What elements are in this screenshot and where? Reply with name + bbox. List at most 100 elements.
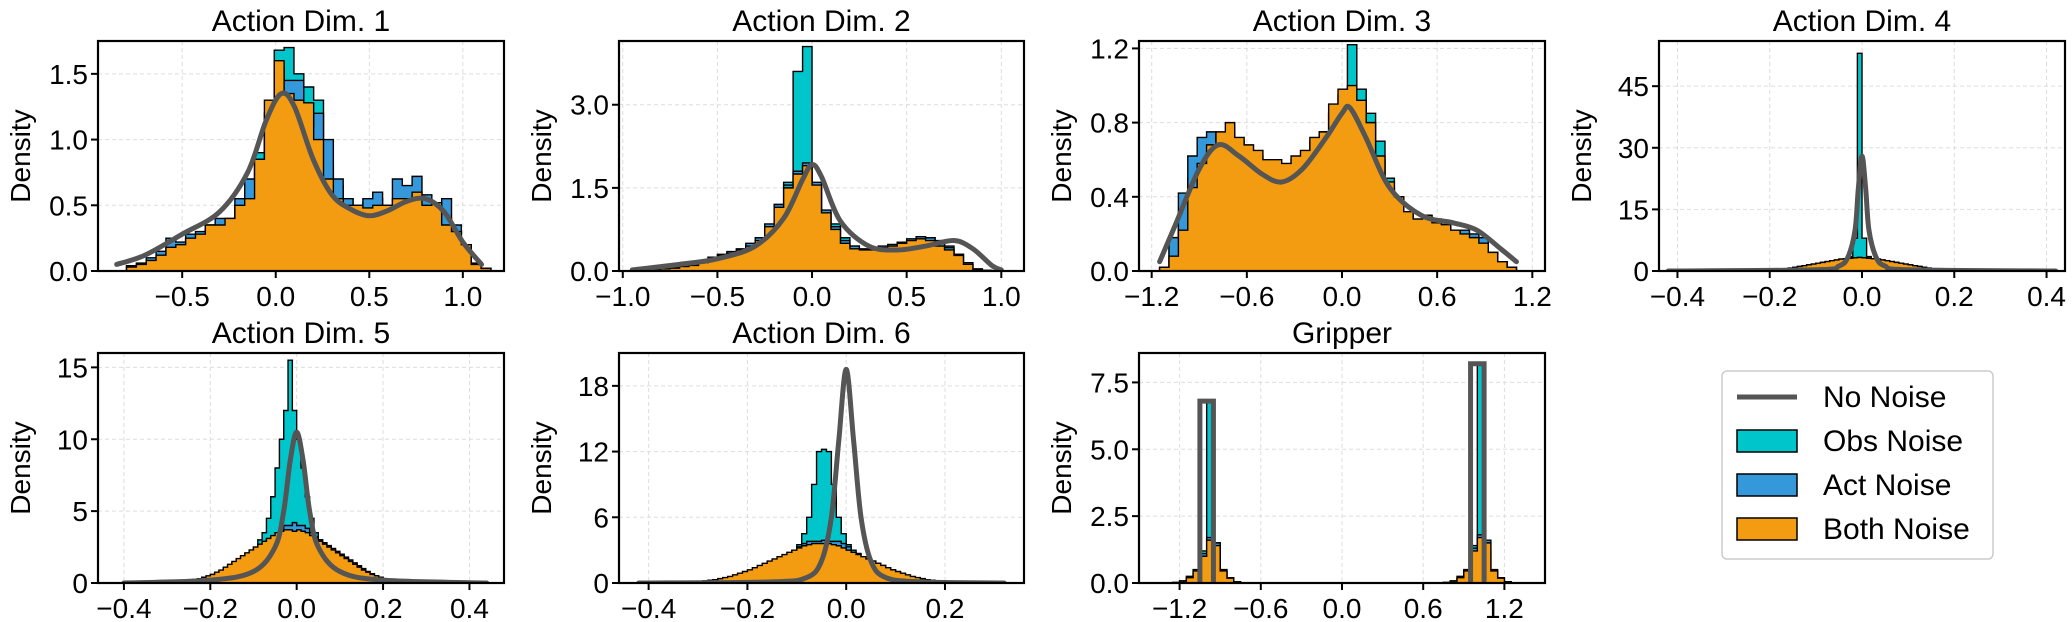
y-tick-label: 1.2 <box>1090 33 1129 64</box>
plot-area <box>1665 52 2059 271</box>
x-tick-label: 0.0 <box>1323 281 1362 312</box>
y-axis-label: Density <box>526 109 557 202</box>
x-tick-label: 0.6 <box>1418 281 1457 312</box>
legend-label: Act Noise <box>1823 469 1951 502</box>
y-axis-label: Density <box>526 421 557 514</box>
y-tick-label: 0.0 <box>1090 256 1129 287</box>
y-tick-label: 0.0 <box>49 256 88 287</box>
y-tick-label: 5 <box>72 496 88 527</box>
no-noise-line <box>1468 361 1487 583</box>
legend-item-both-noise: Both Noise <box>1736 513 1970 546</box>
x-tick-label: 0.0 <box>793 281 832 312</box>
x-tick-label: −0.4 <box>96 593 151 622</box>
x-tick-label: −0.4 <box>621 593 676 622</box>
x-tick-label: 0.0 <box>256 281 295 312</box>
legend-item-no-noise: No Noise <box>1737 381 1946 414</box>
y-tick-label: 18 <box>578 371 609 402</box>
plot-area <box>114 46 492 271</box>
x-tick-label: 0.4 <box>2027 281 2066 312</box>
legend-frame <box>1721 370 1994 560</box>
axes-frame <box>96 351 506 585</box>
y-tick-label: 0.5 <box>49 190 88 221</box>
y-tick-label: 3.0 <box>570 90 609 121</box>
subplot-title: Action Dim. 3 <box>1253 5 1431 38</box>
y-tick-label: 15 <box>57 352 88 383</box>
x-tick-label: 1.0 <box>982 281 1021 312</box>
subplot-5: −0.4 −0.2 0.0 0.2 0.4 0 5 10 15 Action Dim. 5 Dens… <box>5 317 506 622</box>
x-tick-label: −0.6 <box>1219 281 1274 312</box>
x-tick-label: 1.2 <box>1513 281 1552 312</box>
subplot-title: Action Dim. 1 <box>212 5 390 38</box>
no-noise-line <box>121 429 490 583</box>
x-tick-label: 0.0 <box>1843 281 1882 312</box>
legend: No Noise Obs Noise Act Noise Both Noise <box>1721 370 1994 560</box>
y-tick-label: 0 <box>1633 256 1649 287</box>
x-tick-label: 0.0 <box>277 593 316 622</box>
y-tick-label: 0.0 <box>570 256 609 287</box>
legend-patch-swatch <box>1736 429 1798 453</box>
x-tick-label: −0.4 <box>1650 281 1705 312</box>
y-axis-label: Density <box>5 421 36 514</box>
subplot-title: Action Dim. 2 <box>732 5 910 38</box>
plot-area <box>121 359 490 583</box>
legend-item-act-noise: Act Noise <box>1736 469 1951 502</box>
no-noise-line <box>1665 153 2059 271</box>
no-noise-line <box>1157 103 1519 265</box>
x-tick-label: −0.2 <box>183 593 238 622</box>
x-tick-label: −1.0 <box>595 281 650 312</box>
x-tick-label: −0.6 <box>1233 593 1288 622</box>
y-tick-label: 0.4 <box>1090 182 1129 213</box>
y-tick-label: 0.8 <box>1090 108 1129 139</box>
subplot-6: −0.4 −0.2 0.0 0.2 0 6 12 18 Action Dim. 6 Density <box>526 317 1026 622</box>
x-tick-label: 1.2 <box>1485 593 1524 622</box>
subplot-7: −1.2 −0.6 0.0 0.6 1.2 0.0 2.5 5.0 7.5 Gripper Dens… <box>1046 317 1547 622</box>
y-tick-label: 0 <box>72 568 88 599</box>
no-noise-line <box>1197 398 1216 583</box>
legend-label: Both Noise <box>1823 513 1970 546</box>
x-tick-label: −0.5 <box>690 281 745 312</box>
plot-area <box>1152 361 1532 583</box>
x-tick-label: 0.0 <box>1323 593 1362 622</box>
hist-both-noise <box>123 529 487 583</box>
y-tick-label: 1.5 <box>49 59 88 90</box>
legend-patch-swatch <box>1736 517 1798 541</box>
y-tick-label: 6 <box>593 502 609 533</box>
y-tick-label: 0.0 <box>1090 568 1129 599</box>
axes-frame <box>96 39 506 273</box>
y-tick-label: 30 <box>1618 133 1649 164</box>
x-tick-label: 0.5 <box>350 281 389 312</box>
y-tick-label: 15 <box>1618 194 1649 225</box>
subplot-title: Gripper <box>1292 317 1392 350</box>
subplot-4: −0.4 −0.2 0.0 0.2 0.4 0 15 30 45 Action Dim. 4 Den… <box>1566 5 2067 312</box>
legend-label: Obs Noise <box>1823 425 1963 458</box>
subplot-3: −1.2 −0.6 0.0 0.6 1.2 0.0 0.4 0.8 1.2 Action Dim.… <box>1046 5 1552 312</box>
subplot-title: Action Dim. 6 <box>732 317 910 350</box>
axes-frame <box>617 351 1026 585</box>
x-tick-label: 1.0 <box>443 281 482 312</box>
y-tick-label: 45 <box>1618 71 1649 102</box>
y-tick-label: 7.5 <box>1090 367 1129 398</box>
x-tick-label: 0.6 <box>1404 593 1443 622</box>
legend-label: No Noise <box>1823 381 1946 414</box>
hist-both-noise <box>116 60 492 271</box>
legend-item-obs-noise: Obs Noise <box>1736 425 1963 458</box>
x-tick-label: −1.2 <box>1124 281 1179 312</box>
hist-both-noise <box>1158 84 1518 271</box>
no-noise-line <box>636 366 1007 583</box>
x-tick-label: 0.5 <box>887 281 926 312</box>
subplot-title: Action Dim. 5 <box>212 317 390 350</box>
no-noise-line <box>629 162 1004 271</box>
y-tick-label: 2.5 <box>1090 501 1129 532</box>
x-tick-label: −0.2 <box>1742 281 1797 312</box>
y-tick-label: 5.0 <box>1090 434 1129 465</box>
no-noise-line <box>114 90 485 267</box>
y-tick-label: 1.0 <box>49 125 88 156</box>
subplot-1: −0.5 0.0 0.5 1.0 0.0 0.5 1.0 1.5 Action Dim. 1 De… <box>5 5 506 312</box>
y-tick-label: 12 <box>578 437 609 468</box>
legend-patch-swatch <box>1736 473 1798 497</box>
x-tick-label: −0.2 <box>720 593 775 622</box>
subplot-title: Action Dim. 4 <box>1773 5 1951 38</box>
y-tick-label: 0 <box>593 568 609 599</box>
y-axis-label: Density <box>5 109 36 202</box>
